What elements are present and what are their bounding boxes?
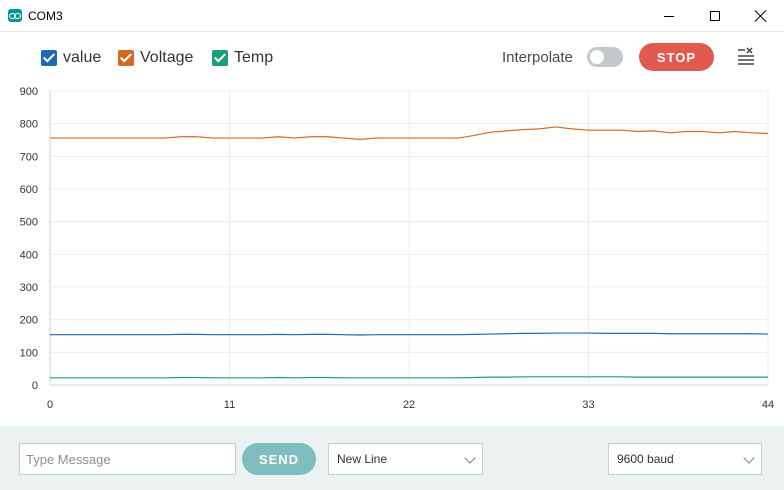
y-axis-ticks: 0 100 200 300 400 500 600 700 800 900 (20, 86, 38, 392)
plotter-toolbar: value Voltage Temp Interpolate STOP (0, 32, 784, 84)
interpolate-toggle[interactable] (587, 47, 623, 67)
title-bar: COM3 (0, 0, 784, 32)
legend-checkbox-value[interactable] (41, 50, 57, 66)
series-line-temp (50, 376, 768, 379)
chart-grid (49, 90, 769, 386)
legend-item-voltage[interactable]: Voltage (118, 49, 193, 67)
maximize-icon (710, 11, 720, 21)
y-tick-label: 700 (20, 151, 38, 163)
message-input[interactable] (19, 443, 236, 475)
window-title: COM3 (28, 9, 63, 23)
line-ending-select[interactable]: New Line (328, 443, 483, 475)
x-tick-label: 33 (582, 399, 594, 411)
close-icon (755, 10, 767, 22)
y-tick-label: 100 (20, 347, 38, 359)
close-button[interactable] (738, 0, 784, 32)
message-bar: SEND New Line 9600 baud (0, 426, 784, 490)
y-tick-label: 900 (20, 86, 38, 98)
series-line-voltage (50, 126, 769, 140)
x-axis-ticks: 0 11 22 33 44 (47, 399, 774, 411)
baud-rate-select[interactable]: 9600 baud (608, 443, 762, 475)
stop-button[interactable]: STOP (639, 43, 714, 71)
y-tick-label: 400 (20, 249, 38, 261)
maximize-button[interactable] (692, 0, 738, 32)
chevron-down-icon (464, 452, 476, 464)
y-tick-label: 800 (20, 119, 38, 131)
y-tick-label: 500 (20, 217, 38, 229)
legend-label-temp: Temp (234, 49, 274, 66)
legend-label-voltage: Voltage (140, 49, 194, 66)
send-button[interactable]: SEND (242, 443, 316, 475)
serial-plot-chart: 0 100 200 300 400 500 600 700 800 900 0 11 22 33 44 (20, 86, 774, 411)
chevron-down-icon (743, 452, 755, 464)
x-tick-label: 22 (403, 399, 415, 411)
clear-output-icon[interactable] (736, 46, 756, 66)
x-tick-label: 44 (762, 399, 774, 411)
y-tick-label: 600 (20, 184, 38, 196)
minimize-icon (664, 15, 674, 17)
interpolate-label: Interpolate (502, 49, 573, 66)
arduino-icon (8, 9, 22, 22)
line-ending-value: New Line (337, 452, 388, 466)
toggle-knob (590, 50, 604, 64)
minimize-button[interactable] (646, 0, 692, 32)
y-tick-label: 0 (32, 380, 38, 392)
legend-label-value: value (63, 49, 102, 66)
legend-item-temp[interactable]: Temp (212, 49, 273, 67)
legend-checkbox-voltage[interactable] (118, 50, 134, 66)
series-line-value (50, 332, 769, 336)
x-tick-label: 11 (224, 399, 235, 411)
x-tick-label: 0 (47, 399, 53, 411)
legend-checkbox-temp[interactable] (212, 50, 228, 66)
legend-item-value[interactable]: value (41, 49, 101, 67)
baud-rate-value: 9600 baud (617, 452, 674, 466)
y-tick-label: 200 (20, 315, 38, 327)
y-tick-label: 300 (20, 282, 38, 294)
chart-series (50, 126, 769, 379)
